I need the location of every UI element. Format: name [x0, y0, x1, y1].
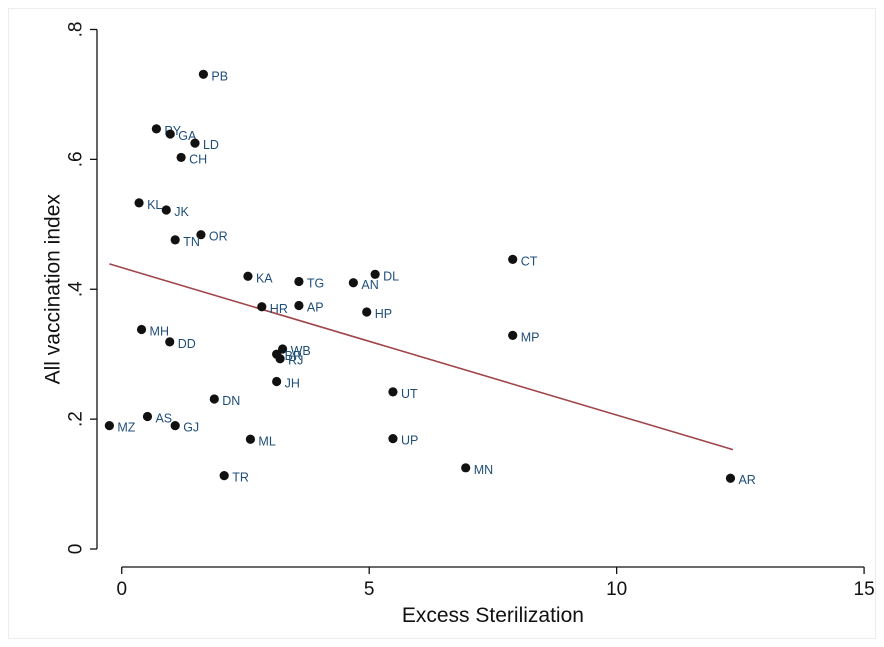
data-point	[508, 330, 518, 340]
data-point	[348, 278, 358, 288]
point-label: WB	[291, 344, 311, 358]
point-label: MZ	[117, 421, 135, 435]
point-label: KA	[256, 271, 273, 285]
point-label: HR	[270, 302, 288, 316]
point-label: DL	[383, 269, 399, 283]
data-point	[170, 235, 180, 245]
data-point	[219, 471, 229, 481]
point-label: UT	[401, 387, 418, 401]
point-label: UP	[401, 434, 418, 448]
y-tick-label: 0	[66, 544, 87, 555]
data-point	[294, 300, 304, 311]
data-point	[176, 152, 186, 163]
y-tick-label: .4	[66, 281, 87, 297]
point-label: HP	[375, 307, 392, 321]
data-point	[388, 434, 398, 444]
point-label: PB	[211, 69, 228, 83]
data-point	[508, 254, 518, 264]
data-point	[362, 307, 372, 317]
data-point	[165, 337, 175, 347]
point-label: AS	[155, 412, 172, 426]
data-point	[275, 354, 285, 364]
data-point	[388, 387, 398, 397]
point-label: AN	[361, 278, 378, 292]
y-axis-title: All vaccination index	[41, 194, 64, 385]
point-label: CH	[189, 152, 207, 166]
x-tick-label: 15	[854, 579, 875, 600]
data-point	[170, 421, 180, 431]
point-label: AR	[738, 473, 755, 487]
data-point	[272, 376, 282, 387]
data-point	[245, 434, 256, 444]
data-point	[725, 473, 736, 483]
point-label: CT	[521, 254, 538, 268]
data-point	[243, 271, 253, 281]
point-label: RJ	[288, 354, 303, 368]
y-tick-label: .6	[66, 151, 87, 167]
point-label: AP	[307, 300, 324, 314]
data-point	[136, 324, 147, 335]
x-axis-title: Excess Sterilization	[402, 604, 584, 627]
point-label: BR	[285, 349, 302, 363]
point-label: KL	[147, 198, 162, 212]
point-label: OR	[209, 230, 228, 244]
point-label: DD	[178, 337, 196, 351]
data-point	[161, 205, 171, 215]
point-label: JK	[174, 205, 189, 219]
data-point	[461, 463, 471, 473]
data-point	[198, 69, 209, 79]
y-tick-label: .8	[66, 22, 87, 38]
point-label: LD	[203, 138, 219, 152]
point-label: MP	[521, 330, 540, 344]
data-point	[134, 198, 144, 208]
point-label: ML	[258, 434, 275, 448]
data-point	[209, 394, 219, 404]
data-point	[151, 124, 161, 134]
data-point	[104, 421, 114, 431]
point-label: MN	[474, 463, 493, 477]
point-label: GJ	[183, 421, 199, 435]
fitted-line	[109, 263, 734, 451]
data-point	[142, 411, 153, 422]
data-point	[370, 269, 380, 279]
y-tick-label: .2	[66, 411, 87, 427]
x-tick-label: 10	[606, 579, 627, 600]
data-point	[165, 129, 175, 139]
data-point	[277, 344, 288, 354]
point-label: TR	[232, 471, 249, 485]
data-point	[196, 230, 206, 240]
point-label: DN	[222, 394, 240, 408]
point-label: MH	[150, 325, 169, 339]
point-label: TG	[307, 276, 324, 290]
data-point	[190, 138, 200, 148]
chart-frame	[8, 8, 876, 639]
point-label: JH	[285, 376, 300, 390]
data-point	[294, 276, 304, 287]
data-point	[257, 302, 267, 312]
x-tick-label: 5	[364, 579, 375, 600]
x-tick-label: 0	[116, 579, 127, 600]
point-label: TN	[183, 235, 200, 249]
